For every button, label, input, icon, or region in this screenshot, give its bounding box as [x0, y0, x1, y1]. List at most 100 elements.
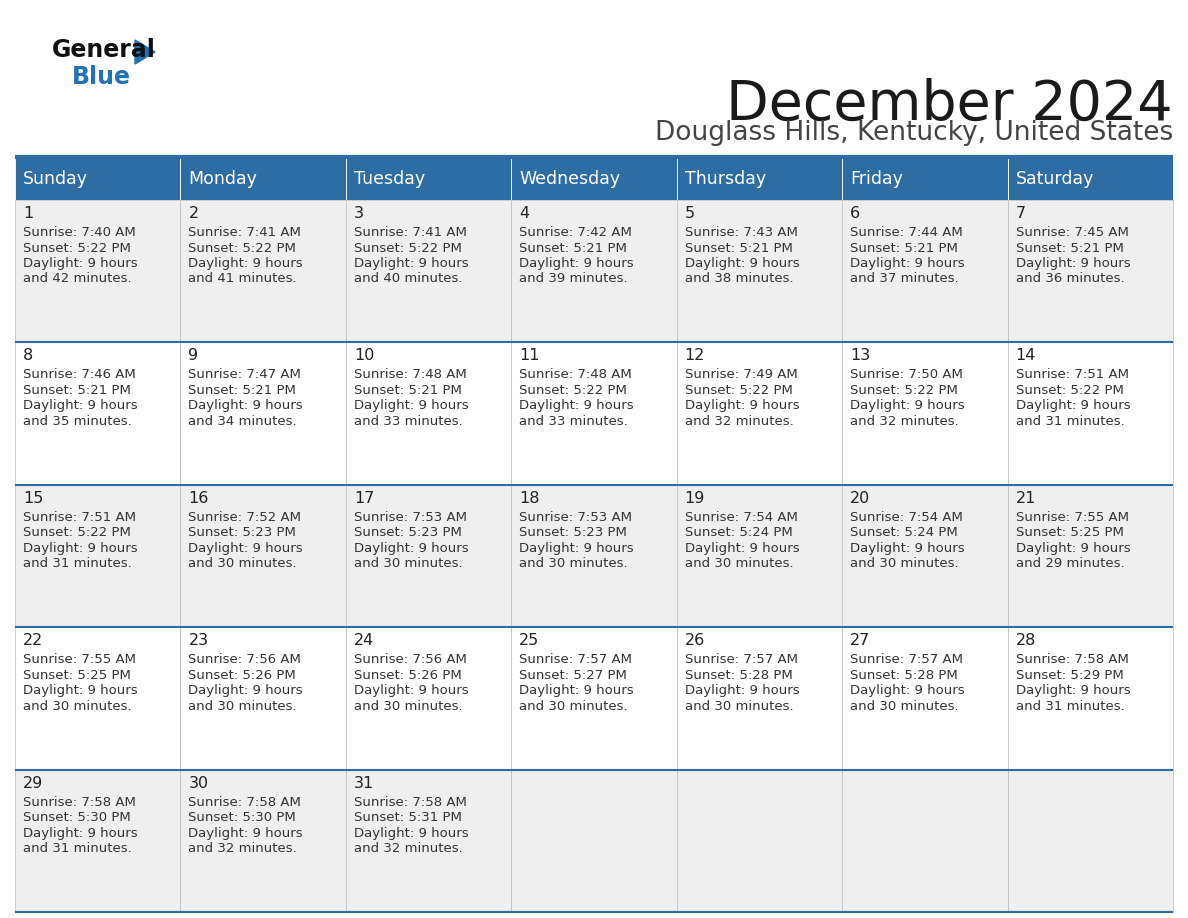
Text: and 30 minutes.: and 30 minutes.: [684, 557, 794, 570]
Text: Thursday: Thursday: [684, 170, 766, 187]
Bar: [346, 200, 511, 342]
Bar: [677, 485, 842, 627]
Bar: [346, 627, 511, 769]
Text: 22: 22: [23, 633, 43, 648]
Text: Daylight: 9 hours: Daylight: 9 hours: [354, 399, 468, 412]
Text: Sunrise: 7:43 AM: Sunrise: 7:43 AM: [684, 226, 797, 239]
Text: Sunset: 5:30 PM: Sunset: 5:30 PM: [23, 812, 131, 824]
Text: 26: 26: [684, 633, 704, 648]
Text: Sunset: 5:26 PM: Sunset: 5:26 PM: [354, 668, 462, 682]
Text: Daylight: 9 hours: Daylight: 9 hours: [23, 826, 138, 840]
Text: Sunset: 5:22 PM: Sunset: 5:22 PM: [189, 241, 296, 254]
Bar: [15, 485, 181, 627]
Text: Monday: Monday: [189, 170, 258, 187]
Text: Daylight: 9 hours: Daylight: 9 hours: [519, 542, 634, 554]
Bar: [842, 485, 1007, 627]
Text: Sunrise: 7:48 AM: Sunrise: 7:48 AM: [519, 368, 632, 381]
Text: Blue: Blue: [72, 65, 131, 89]
Text: 24: 24: [354, 633, 374, 648]
Text: Sunrise: 7:40 AM: Sunrise: 7:40 AM: [23, 226, 135, 239]
Text: and 38 minutes.: and 38 minutes.: [684, 273, 794, 285]
Text: Daylight: 9 hours: Daylight: 9 hours: [189, 826, 303, 840]
Text: Daylight: 9 hours: Daylight: 9 hours: [189, 684, 303, 697]
Bar: [346, 157, 511, 200]
Text: Sunset: 5:23 PM: Sunset: 5:23 PM: [354, 526, 462, 539]
Text: and 34 minutes.: and 34 minutes.: [189, 415, 297, 428]
Text: and 30 minutes.: and 30 minutes.: [519, 700, 628, 712]
Text: Sunrise: 7:58 AM: Sunrise: 7:58 AM: [1016, 654, 1129, 666]
Bar: [677, 342, 842, 485]
Text: Sunrise: 7:55 AM: Sunrise: 7:55 AM: [1016, 510, 1129, 524]
Text: Sunset: 5:25 PM: Sunset: 5:25 PM: [1016, 526, 1124, 539]
Text: and 33 minutes.: and 33 minutes.: [354, 415, 462, 428]
Text: Daylight: 9 hours: Daylight: 9 hours: [189, 542, 303, 554]
Text: 19: 19: [684, 491, 706, 506]
Text: 30: 30: [189, 776, 209, 790]
Text: Daylight: 9 hours: Daylight: 9 hours: [1016, 542, 1130, 554]
Text: Daylight: 9 hours: Daylight: 9 hours: [189, 399, 303, 412]
Bar: [346, 485, 511, 627]
Bar: [677, 627, 842, 769]
Bar: [511, 342, 677, 485]
Text: and 37 minutes.: and 37 minutes.: [851, 273, 959, 285]
Text: Daylight: 9 hours: Daylight: 9 hours: [851, 257, 965, 270]
Text: December 2024: December 2024: [726, 78, 1173, 132]
Text: Sunset: 5:22 PM: Sunset: 5:22 PM: [519, 384, 627, 397]
Text: Sunrise: 7:54 AM: Sunrise: 7:54 AM: [684, 510, 797, 524]
Text: Daylight: 9 hours: Daylight: 9 hours: [519, 257, 634, 270]
Bar: [181, 485, 346, 627]
Bar: [842, 769, 1007, 912]
Text: 6: 6: [851, 206, 860, 221]
Text: Sunrise: 7:44 AM: Sunrise: 7:44 AM: [851, 226, 963, 239]
Text: Daylight: 9 hours: Daylight: 9 hours: [23, 542, 138, 554]
Bar: [677, 769, 842, 912]
Text: 14: 14: [1016, 349, 1036, 364]
Text: 12: 12: [684, 349, 706, 364]
Text: Sunrise: 7:54 AM: Sunrise: 7:54 AM: [851, 510, 963, 524]
Text: and 32 minutes.: and 32 minutes.: [189, 842, 297, 855]
Text: Daylight: 9 hours: Daylight: 9 hours: [23, 257, 138, 270]
Text: Sunrise: 7:53 AM: Sunrise: 7:53 AM: [519, 510, 632, 524]
Text: Daylight: 9 hours: Daylight: 9 hours: [1016, 257, 1130, 270]
Text: Sunset: 5:22 PM: Sunset: 5:22 PM: [851, 384, 958, 397]
Text: and 30 minutes.: and 30 minutes.: [354, 557, 462, 570]
Text: Sunset: 5:28 PM: Sunset: 5:28 PM: [851, 668, 958, 682]
Text: Sunset: 5:22 PM: Sunset: 5:22 PM: [684, 384, 792, 397]
Bar: [511, 627, 677, 769]
Bar: [677, 200, 842, 342]
Text: Sunrise: 7:58 AM: Sunrise: 7:58 AM: [189, 796, 302, 809]
Text: and 30 minutes.: and 30 minutes.: [519, 557, 628, 570]
Text: Daylight: 9 hours: Daylight: 9 hours: [684, 542, 800, 554]
Text: Daylight: 9 hours: Daylight: 9 hours: [684, 257, 800, 270]
Text: Sunrise: 7:51 AM: Sunrise: 7:51 AM: [23, 510, 135, 524]
Text: and 30 minutes.: and 30 minutes.: [189, 700, 297, 712]
Text: Sunrise: 7:46 AM: Sunrise: 7:46 AM: [23, 368, 135, 381]
Text: and 31 minutes.: and 31 minutes.: [1016, 700, 1124, 712]
Text: 29: 29: [23, 776, 43, 790]
Text: 18: 18: [519, 491, 539, 506]
Text: 9: 9: [189, 349, 198, 364]
Bar: [1007, 627, 1173, 769]
Text: Sunrise: 7:55 AM: Sunrise: 7:55 AM: [23, 654, 135, 666]
Text: Daylight: 9 hours: Daylight: 9 hours: [1016, 399, 1130, 412]
Text: Sunrise: 7:42 AM: Sunrise: 7:42 AM: [519, 226, 632, 239]
Bar: [1007, 200, 1173, 342]
Bar: [842, 157, 1007, 200]
Text: Sunrise: 7:50 AM: Sunrise: 7:50 AM: [851, 368, 963, 381]
Text: Daylight: 9 hours: Daylight: 9 hours: [354, 542, 468, 554]
Text: Daylight: 9 hours: Daylight: 9 hours: [684, 399, 800, 412]
Text: and 35 minutes.: and 35 minutes.: [23, 415, 132, 428]
Text: 28: 28: [1016, 633, 1036, 648]
Text: Daylight: 9 hours: Daylight: 9 hours: [519, 684, 634, 697]
Bar: [15, 342, 181, 485]
Text: Sunset: 5:23 PM: Sunset: 5:23 PM: [189, 526, 296, 539]
Text: and 30 minutes.: and 30 minutes.: [189, 557, 297, 570]
Text: 11: 11: [519, 349, 539, 364]
Text: Sunset: 5:21 PM: Sunset: 5:21 PM: [189, 384, 296, 397]
Text: Sunset: 5:22 PM: Sunset: 5:22 PM: [354, 241, 462, 254]
Text: and 29 minutes.: and 29 minutes.: [1016, 557, 1124, 570]
Text: and 30 minutes.: and 30 minutes.: [851, 700, 959, 712]
Text: and 30 minutes.: and 30 minutes.: [851, 557, 959, 570]
Text: Sunset: 5:27 PM: Sunset: 5:27 PM: [519, 668, 627, 682]
Text: Daylight: 9 hours: Daylight: 9 hours: [354, 684, 468, 697]
